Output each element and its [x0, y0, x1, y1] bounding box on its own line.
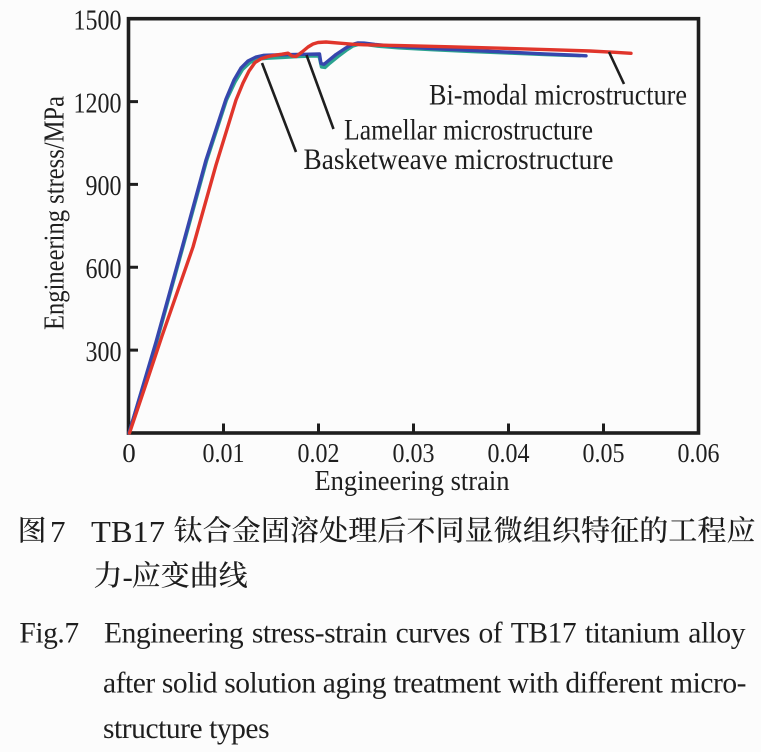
svg-text:TB17: TB17 — [511, 618, 576, 650]
svg-text:alloy: alloy — [688, 618, 745, 650]
svg-text:Lamellar microstructure: Lamellar microstructure — [344, 114, 593, 147]
svg-text:0.03: 0.03 — [393, 438, 435, 468]
svg-text:micro-: micro- — [670, 668, 746, 700]
svg-text:-: - — [123, 559, 133, 594]
svg-text:0.02: 0.02 — [298, 438, 340, 468]
svg-text:after: after — [103, 668, 155, 700]
svg-text:solution: solution — [224, 668, 316, 700]
svg-text:7: 7 — [50, 514, 66, 549]
svg-text:Bi-modal microstructure: Bi-modal microstructure — [429, 79, 687, 112]
svg-text:with: with — [508, 668, 559, 700]
svg-text:different: different — [565, 668, 663, 700]
svg-text:Basketweave microstructure: Basketweave microstructure — [304, 143, 614, 176]
svg-text:0.05: 0.05 — [583, 438, 625, 468]
svg-text:1200: 1200 — [74, 88, 122, 119]
svg-text:Fig.7: Fig.7 — [19, 618, 78, 650]
svg-text:aging: aging — [323, 668, 387, 700]
svg-text:TB17: TB17 — [91, 514, 165, 549]
svg-text:of: of — [479, 618, 503, 650]
svg-text:1500: 1500 — [74, 6, 122, 37]
svg-text:Engineering: Engineering — [104, 618, 244, 650]
svg-text:titanium: titanium — [585, 618, 680, 650]
svg-text:600: 600 — [86, 254, 122, 285]
svg-text:900: 900 — [86, 171, 122, 202]
svg-text:treatment: treatment — [393, 668, 502, 700]
svg-text:curves: curves — [396, 618, 470, 650]
svg-text:Engineering stress/MPa: Engineering stress/MPa — [40, 96, 71, 330]
svg-text:0.06: 0.06 — [678, 438, 720, 468]
svg-text:solid: solid — [162, 668, 218, 700]
svg-text:structure types: structure types — [103, 713, 269, 745]
svg-text:0: 0 — [122, 438, 136, 468]
svg-text:300: 300 — [86, 337, 122, 368]
svg-text:0.04: 0.04 — [488, 438, 530, 468]
svg-text:Engineering strain: Engineering strain — [315, 466, 510, 497]
svg-text:0.01: 0.01 — [203, 438, 245, 468]
svg-text:stress-strain: stress-strain — [252, 618, 388, 650]
